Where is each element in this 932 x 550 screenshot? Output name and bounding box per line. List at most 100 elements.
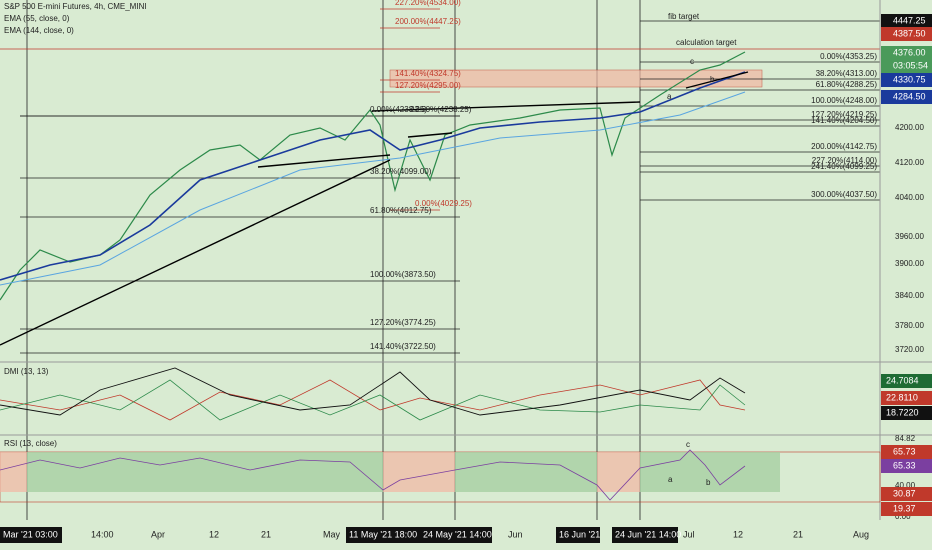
x-tick-label: May <box>323 529 341 539</box>
x-tick-label: Jul <box>683 529 695 539</box>
rsi-badge-label: 65.73 <box>893 446 916 456</box>
label: a <box>667 92 672 101</box>
y-tick-label: 3960.00 <box>895 232 924 241</box>
label: b <box>710 75 715 84</box>
fib-label: 127.20%(3774.25) <box>370 318 436 327</box>
dmi-badge-label: 24.7084 <box>886 375 919 385</box>
indicator-label: DMI (13, 13) <box>4 367 49 376</box>
x-tick-label: 12 <box>209 529 219 539</box>
fib-label: 0.00%(4353.25) <box>820 52 877 61</box>
dmi-badge-label: 18.7220 <box>886 407 919 417</box>
rsi-badge <box>881 487 932 501</box>
rsi <box>0 449 746 501</box>
x-tick-label: Mar '21 03:00 <box>3 529 58 539</box>
fib-label: 38.20%(4099.00) <box>370 167 432 176</box>
time-highlight <box>556 527 600 543</box>
x-tick-label: 16 Jun '21 <box>559 529 600 539</box>
fib-label: 141.40%(4204.50) <box>811 116 877 125</box>
rsi-tick-label: 40.00 <box>895 481 916 490</box>
fib-label: 141.40%(4324.75) <box>395 69 461 78</box>
fib-label: 61.80%(4012.75) <box>370 206 432 215</box>
indicator-label: RSI (13, close) <box>4 439 57 448</box>
price-badge <box>881 90 932 104</box>
fib-label: 200.00%(4447.25) <box>395 17 461 26</box>
fib-label: 227.20%(4114.00) <box>812 156 878 165</box>
symbol: S&P 500 E-mini Futures, 4h, CME_MINI <box>4 2 147 11</box>
fib-label: 227.20%(4534.00) <box>395 0 461 7</box>
x-tick-label: Apr <box>151 529 165 539</box>
fib-label: 61.80%(4288.25) <box>816 80 878 89</box>
rsi-zones <box>0 452 780 492</box>
x-tick-label: Aug <box>853 529 869 539</box>
annotation: calculation target <box>676 38 737 47</box>
x-tick-label: 14:00 <box>91 529 114 539</box>
time-highlight <box>346 527 420 543</box>
adx <box>0 367 746 416</box>
dmi-badge <box>881 406 932 420</box>
price-badge-label: 4387.50 <box>893 28 926 38</box>
y-tick-label: 4120.00 <box>895 158 924 167</box>
fib-label: 241.40%(4099.25) <box>811 162 877 171</box>
fib-label: 300.00%(4037.50) <box>811 190 877 199</box>
fib-label: 100.00%(3873.50) <box>370 270 436 279</box>
price-badge-label: 4284.50 <box>893 91 926 101</box>
fib-label: 23.60%(4238.25) <box>410 105 472 114</box>
x-tick-label: 11 May '21 18:00 <box>349 529 417 539</box>
label: c <box>690 57 694 66</box>
price-badge <box>881 27 932 41</box>
x-tick-label: 24 May '21 14:00 <box>423 529 492 539</box>
rsi-tick-label: 0.00 <box>895 512 911 521</box>
price-badge <box>881 59 932 73</box>
x-tick-label: 21 <box>793 529 803 539</box>
rsi-badge-label: 30.87 <box>893 488 916 498</box>
dmi-badge-label: 22.8110 <box>886 392 918 402</box>
price-badge <box>881 46 932 60</box>
y-tick-label: 3720.00 <box>895 345 924 354</box>
rsi-badge-label: 65.33 <box>893 460 916 470</box>
x-tick-label: 12 <box>733 529 743 539</box>
price <box>0 51 746 301</box>
fib-label: 127.20%(4219.25) <box>811 110 877 119</box>
label: c <box>686 440 690 449</box>
y-tick-label: 3840.00 <box>895 291 924 300</box>
price-badge-label: 4447.25 <box>893 15 926 25</box>
rsi-badge <box>881 445 932 459</box>
trend-lines <box>0 71 749 346</box>
y-tick-label: 4200.00 <box>895 123 924 132</box>
indicator-label: EMA (55, close, 0) <box>4 14 70 23</box>
fib-label: 200.00%(4142.75) <box>811 142 877 151</box>
fib-label: 127.20%(4295.00) <box>395 81 461 90</box>
x-tick-label: 21 <box>261 529 271 539</box>
y-tick-label: 3780.00 <box>895 321 924 330</box>
price-badge <box>881 14 932 28</box>
indicator-label: EMA (144, close, 0) <box>4 26 74 35</box>
rsi-badge <box>881 459 932 473</box>
fib-label: 0.00%(4029.25) <box>415 199 472 208</box>
time-highlight <box>612 527 678 543</box>
dmi-badge <box>881 391 932 405</box>
ema-55 <box>0 71 746 281</box>
zone <box>389 69 763 88</box>
price-badge <box>881 73 932 87</box>
annotation: fib target <box>668 12 700 21</box>
label: a <box>668 475 673 484</box>
rsi-tick-label: 84.82 <box>895 434 916 443</box>
x-tick-label: Jun <box>508 529 523 539</box>
dmi-minus <box>0 379 746 421</box>
fib-label: 0.00%(4238.25) <box>370 105 427 114</box>
ema-144 <box>0 91 746 286</box>
price-badge-label: 03:05:54 <box>893 60 928 70</box>
time-highlight <box>0 527 62 543</box>
fib-label: 100.00%(4248.00) <box>811 96 877 105</box>
fib-label: 38.20%(4313.00) <box>816 69 878 78</box>
rsi-badge <box>881 502 932 516</box>
fib-lines <box>20 8 880 354</box>
fib-label: 141.40%(3722.50) <box>370 342 436 351</box>
y-tick-label: 4040.00 <box>895 193 924 202</box>
time-highlight <box>420 527 492 543</box>
dmi-plus <box>0 379 746 421</box>
price-badge-label: 4376.00 <box>893 47 926 57</box>
y-tick-label: 3900.00 <box>895 259 924 268</box>
